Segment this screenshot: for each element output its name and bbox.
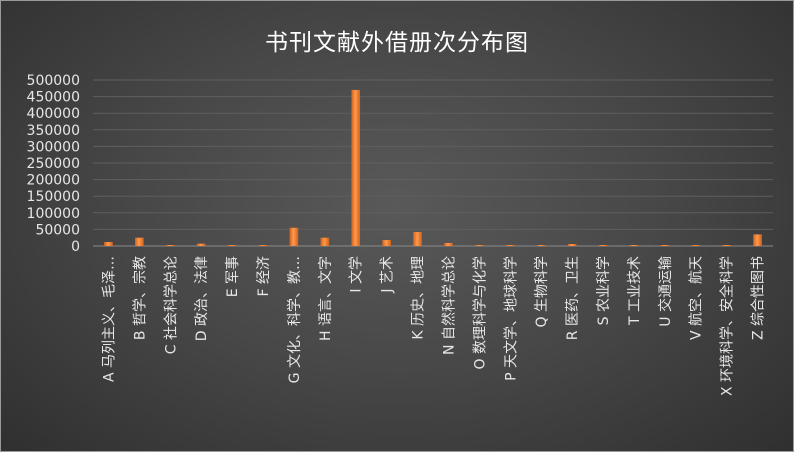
x-category-label: G 文化、科学、教…	[287, 256, 303, 383]
y-tick-label: 300000	[27, 139, 80, 155]
x-category-label: V 航空、航天	[689, 256, 705, 340]
bar	[691, 245, 701, 247]
y-tick-label: 0	[71, 239, 80, 255]
x-category-label: C 社会科学总论	[163, 256, 179, 354]
x-category-label: I 文学	[349, 256, 365, 293]
x-category-label: H 语言、文字	[318, 256, 334, 341]
y-tick-label: 200000	[27, 173, 80, 189]
x-category-label: Q 生物科学	[534, 256, 550, 327]
bar	[753, 234, 762, 246]
bar	[505, 245, 515, 247]
x-category-label: K 历史、地理	[411, 256, 427, 340]
x-category-label: U 交通运输	[657, 256, 674, 327]
bar	[382, 240, 391, 246]
y-tick-label: 500000	[27, 73, 80, 89]
bars	[104, 89, 762, 247]
bar	[567, 244, 577, 246]
bar	[598, 245, 608, 247]
x-category-label: O 数理科学与化学	[472, 256, 488, 369]
x-category-label: S 农业科学	[596, 256, 612, 325]
bar	[320, 237, 330, 246]
x-category-label: D 政治、法律	[194, 256, 210, 341]
x-category-label: R 医药、卫生	[565, 256, 581, 340]
bar	[413, 232, 422, 246]
bar	[227, 245, 237, 247]
y-tick-label: 100000	[27, 206, 80, 222]
bar	[536, 245, 546, 247]
bar	[444, 243, 453, 246]
x-category-label: T 工业技术	[627, 256, 643, 326]
bar	[104, 242, 113, 246]
bar	[475, 245, 484, 247]
bar	[660, 245, 670, 247]
x-category-label: A 马列主义、毛泽…	[101, 256, 117, 382]
y-axis-tick-labels: 5000004500004000003500003000002500002000…	[27, 73, 80, 255]
x-category-label: N 自然科学总论	[440, 256, 457, 355]
y-tick-label: 400000	[27, 106, 80, 122]
x-category-label: Z 综合性图书	[751, 256, 767, 340]
bar	[258, 245, 268, 247]
gridlines	[93, 79, 773, 247]
bar	[722, 245, 731, 247]
bar	[196, 243, 206, 246]
y-tick-label: 450000	[27, 90, 80, 106]
x-category-label: E 军事	[225, 256, 241, 297]
y-tick-label: 150000	[27, 189, 80, 205]
x-category-label: P 天文学、地球科学	[503, 256, 519, 381]
bar	[165, 245, 175, 247]
x-category-label: B 哲学、宗教	[132, 256, 148, 340]
y-tick-label: 350000	[27, 123, 80, 139]
x-category-label: X 环境科学、安全科学	[719, 256, 736, 396]
bar	[135, 237, 144, 246]
y-tick-label: 50000	[35, 222, 80, 238]
bar	[629, 245, 639, 247]
x-category-label: F 经济	[256, 256, 272, 297]
x-axis-category-labels: A 马列主义、毛泽… B 哲学、宗教 C 社会科学总论 D 政治、法律 E 军事 F 经济…	[101, 256, 766, 396]
chart-title: 书刊文献外借册次分布图	[265, 30, 529, 56]
x-category-label: J 艺术	[380, 256, 396, 294]
y-tick-label: 250000	[27, 156, 80, 172]
bar	[289, 227, 299, 246]
bar	[351, 89, 361, 247]
